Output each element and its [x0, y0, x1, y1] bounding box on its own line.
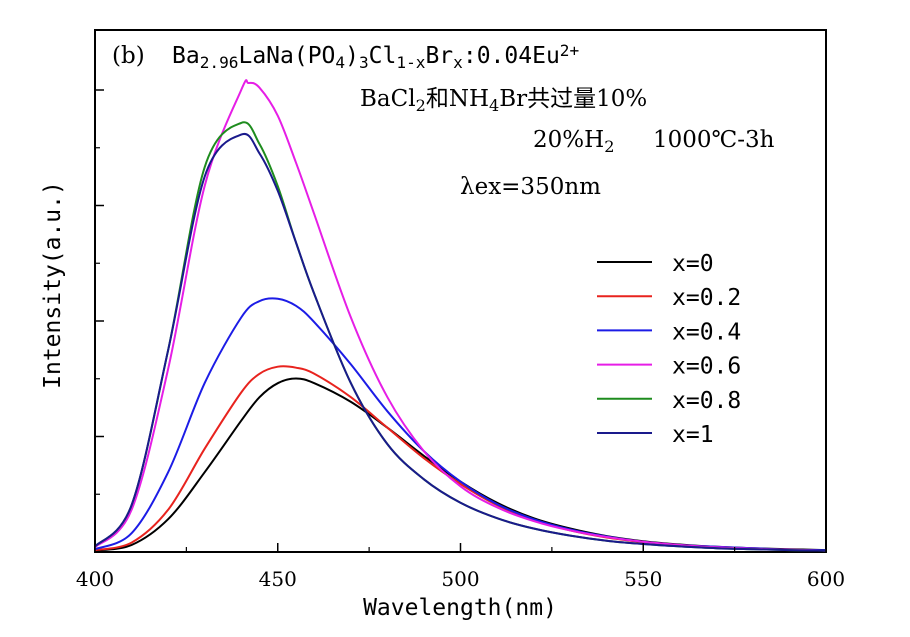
legend-label: x=0 [672, 251, 714, 277]
legend: x=0 x=0.2 x=0.4 x=0.6 x=0.8 x=1 [597, 251, 741, 448]
axis-layer: 400 450 500 550 600 [76, 89, 845, 591]
annotation-atmosphere: 20%H2 [533, 127, 614, 156]
x-tick-label: 500 [441, 567, 479, 591]
legend-label: x=0.8 [672, 388, 741, 414]
x-tick-label: 550 [624, 567, 662, 591]
annotation-excitation: λex=350nm [460, 174, 601, 200]
legend-label: x=0.2 [672, 285, 741, 311]
x-tick-label: 600 [807, 567, 845, 591]
annotation-excess: BaCl2和NH4Br共过量10% [360, 86, 647, 115]
series-layer [94, 79, 827, 552]
legend-label: x=1 [672, 422, 714, 448]
panel-label: (b) [112, 43, 145, 69]
formula-title: Ba2.96LaNa(PO4)3Cl1-xBrx:0.04Eu2+ [172, 41, 579, 72]
legend-label: x=0.4 [672, 319, 741, 345]
x-axis-title: Wavelength(nm) [363, 595, 557, 621]
series-line-3 [94, 79, 827, 552]
annotation-condition: 1000℃-3h [653, 127, 775, 153]
legend-label: x=0.6 [672, 354, 741, 380]
annotation-layer: (b) Ba2.96LaNa(PO4)3Cl1-xBrx:0.04Eu2+ Ba… [112, 41, 775, 200]
y-axis-title: Intensity(a.u.) [40, 181, 66, 389]
x-tick-label: 400 [76, 567, 114, 591]
series-line-5 [94, 132, 827, 552]
x-tick-label: 450 [259, 567, 297, 591]
